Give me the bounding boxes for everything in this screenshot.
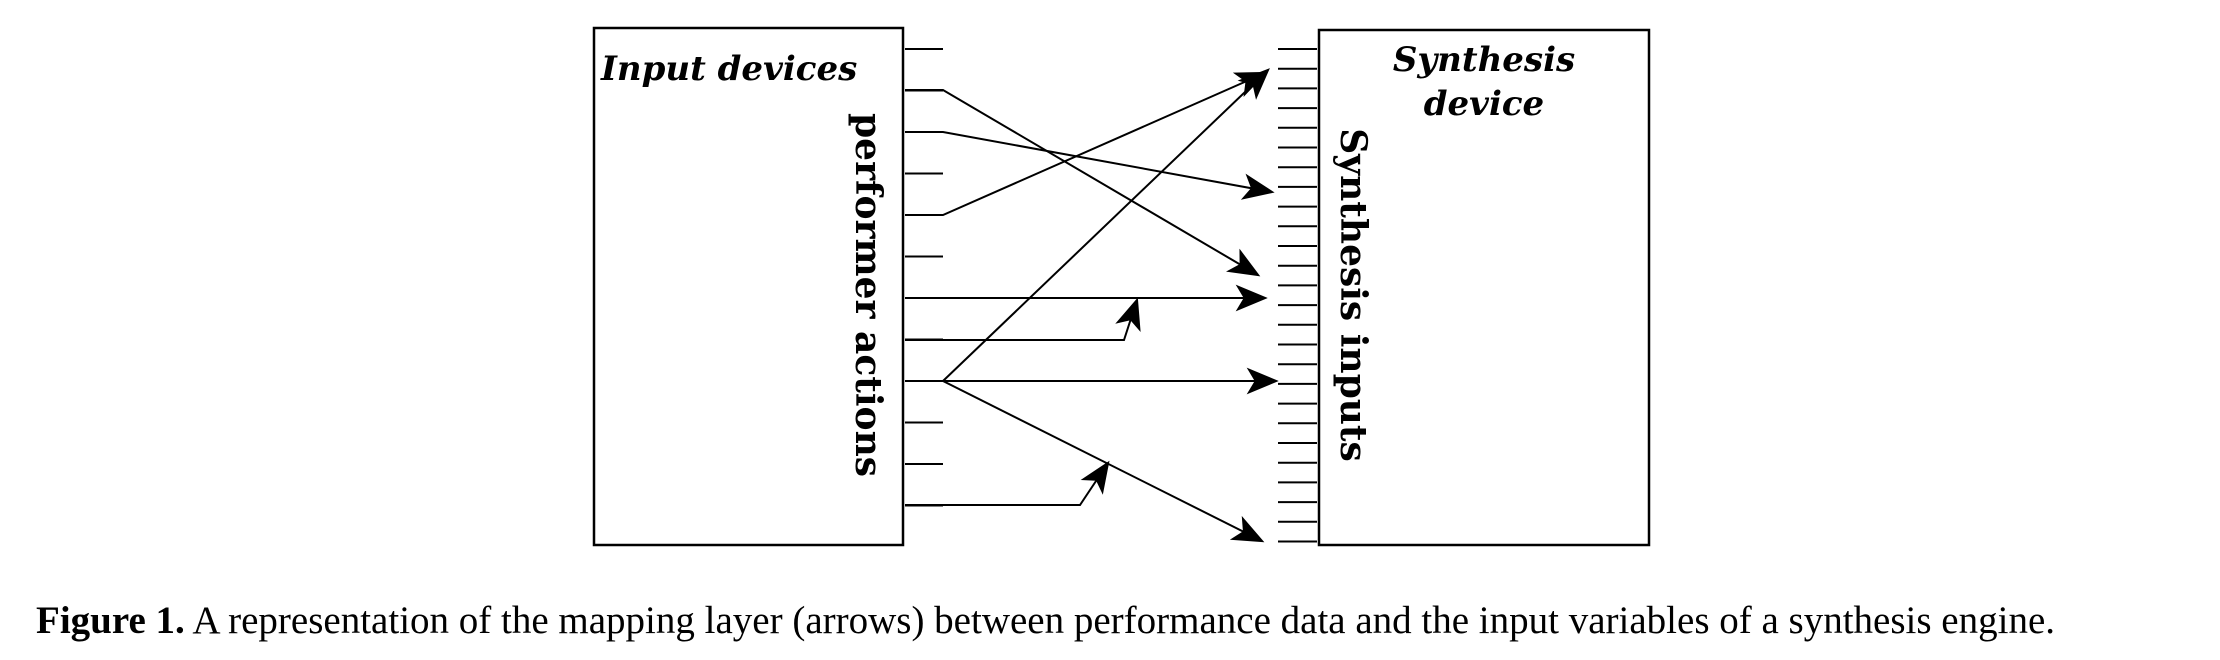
caption-label: Figure 1.	[36, 599, 185, 642]
synthesis-inputs-label: Synthesis inputs	[1332, 128, 1374, 462]
performer-actions-label: performer actions	[847, 113, 889, 477]
input-devices-title: Input devices	[600, 49, 857, 89]
mapping-arrow	[905, 297, 1141, 341]
synthesis-input-ticks	[1278, 48, 1317, 543]
mapping-arrow	[905, 71, 1268, 216]
mapping-arrow	[905, 460, 1110, 506]
mapping-arrow	[905, 89, 1261, 277]
figure-caption: Figure 1. A representation of the mappin…	[36, 598, 2196, 645]
performer-action-ticks	[905, 48, 943, 507]
input-devices-box	[592, 26, 905, 547]
synthesis-device-title-line1: Synthesis	[1393, 40, 1575, 80]
caption-text: A representation of the mapping layer (a…	[184, 599, 2056, 642]
mapping-arrows	[905, 68, 1279, 543]
synthesis-device-box	[1317, 28, 1651, 547]
mapping-arrow	[942, 68, 1270, 382]
mapping-arrow	[942, 380, 1265, 543]
synthesis-device-title-line2: device	[1424, 84, 1544, 124]
mapping-arrow	[905, 131, 1275, 200]
